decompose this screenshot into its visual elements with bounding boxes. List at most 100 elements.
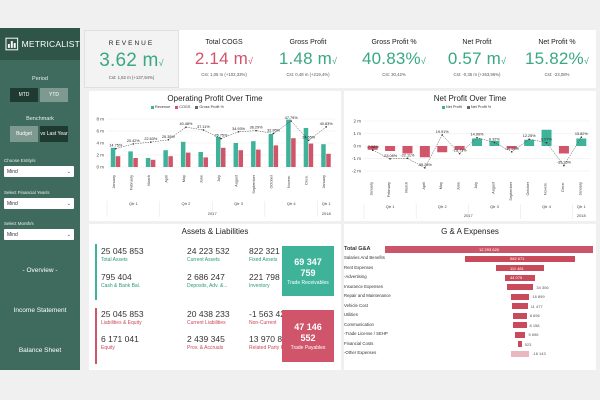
pct-point[interactable]: [132, 143, 135, 145]
pct-point[interactable]: [563, 164, 565, 167]
cogs-bar[interactable]: [256, 149, 261, 167]
kpi-total-cogs[interactable]: Total COGS 2.14 m√ Cst: 1,05 m (+102,33%…: [184, 30, 264, 88]
revenue-bar[interactable]: [216, 137, 221, 167]
cogs-bar[interactable]: [273, 145, 279, 167]
cogs-bar[interactable]: [133, 158, 138, 167]
kpi-gross-profit[interactable]: Gross Profit 1.48 m√ Cst: 0,48 m (+219,4…: [268, 30, 348, 88]
month-select[interactable]: Mind ⌄: [4, 229, 74, 240]
cogs-bar[interactable]: [238, 150, 244, 167]
pct-point[interactable]: [307, 139, 310, 142]
ga-bar[interactable]: [506, 284, 534, 290]
net-profit-bar[interactable]: [367, 146, 378, 150]
x-tick-label: June: [457, 182, 461, 190]
net-profit-chart[interactable]: 2 m 1 m 0 m -1 m -2 m January February March Apr…: [344, 91, 596, 221]
nav-income-statement[interactable]: Income Statement: [13, 307, 67, 314]
period-mtd-toggle[interactable]: MTD: [10, 88, 38, 102]
net-profit-bar[interactable]: [402, 146, 413, 154]
cogs-bar[interactable]: [115, 156, 121, 167]
operating-profit-chart[interactable]: 0 m 2 m 4 m 6 m 8 m January February March April…: [89, 91, 341, 221]
pct-point[interactable]: [510, 151, 513, 153]
pct-point[interactable]: [476, 136, 478, 139]
ga-bar[interactable]: [514, 331, 526, 338]
pct-point[interactable]: [441, 134, 444, 136]
net-profit-bar[interactable]: [506, 146, 517, 149]
net-profit-bar[interactable]: [454, 146, 465, 150]
ga-bar[interactable]: [465, 255, 575, 262]
cogs-bar[interactable]: [308, 143, 314, 167]
pct-point[interactable]: [458, 152, 461, 155]
pct-point[interactable]: [389, 158, 391, 160]
net-profit-panel: Net Profit Over Time Net Profit Net Prof…: [344, 91, 596, 221]
revenue-bar[interactable]: [286, 119, 291, 167]
pct-point[interactable]: [237, 130, 240, 133]
benchmark-lastyear-toggle[interactable]: vs Last Year: [40, 126, 68, 142]
ga-bar[interactable]: [504, 274, 536, 281]
pct-point[interactable]: [580, 136, 583, 139]
cogs-bar[interactable]: [185, 152, 191, 167]
net-profit-bar[interactable]: [524, 139, 535, 146]
pct-point[interactable]: [167, 138, 170, 141]
pct-point[interactable]: [371, 149, 374, 152]
revenue-bar[interactable]: [180, 141, 186, 167]
revenue-bar[interactable]: [321, 144, 326, 167]
cogs-bar[interactable]: [203, 157, 208, 167]
pct-point[interactable]: [114, 147, 117, 150]
net-profit-bar[interactable]: [576, 138, 587, 147]
ga-bar[interactable]: [518, 341, 522, 347]
pct-point[interactable]: [406, 157, 409, 160]
kpi-net-profit[interactable]: Net Profit 0.57 m√ Cst: -0,35 m (+263,96…: [438, 30, 516, 88]
pct-point[interactable]: [325, 126, 328, 128]
cogs-bar[interactable]: [326, 153, 331, 167]
ga-bar[interactable]: [495, 265, 545, 271]
cogs-bar[interactable]: [291, 138, 296, 167]
ga-bar[interactable]: [513, 312, 527, 319]
ga-bar[interactable]: [512, 303, 528, 309]
ga-bar[interactable]: [385, 246, 593, 253]
non-current: -1 563 422 Non-Current: [249, 309, 290, 326]
net-profit-bar[interactable]: [437, 146, 448, 153]
pct-point[interactable]: [290, 120, 292, 122]
revenue-bar[interactable]: [163, 150, 168, 167]
trade-receivables-box[interactable]: 69 347 759 Trade Receivables: [282, 246, 334, 296]
net-profit-bar[interactable]: [385, 146, 396, 151]
net-profit-bar[interactable]: [558, 146, 569, 154]
pct-point[interactable]: [255, 129, 257, 132]
revenue-bar[interactable]: [303, 128, 309, 167]
pct-point[interactable]: [220, 137, 222, 140]
revenue-bar[interactable]: [198, 152, 203, 167]
entity-select[interactable]: Mind ⌄: [4, 166, 74, 177]
cogs-bar[interactable]: [168, 156, 173, 167]
pct-point[interactable]: [202, 129, 205, 131]
trade-payables-box[interactable]: 47 146 552 Trade Payables: [282, 310, 334, 362]
pct-point[interactable]: [493, 141, 496, 144]
pct-point[interactable]: [150, 141, 152, 143]
revenue-bar[interactable]: [233, 143, 239, 167]
pct-point[interactable]: [185, 126, 187, 128]
pct-point[interactable]: [528, 138, 530, 140]
net-profit-bar[interactable]: [419, 146, 430, 158]
ga-bar[interactable]: [510, 293, 530, 300]
revenue-bar[interactable]: [145, 158, 151, 167]
revenue-bar[interactable]: [128, 151, 133, 167]
net-profit-bar[interactable]: [472, 138, 482, 147]
pct-point[interactable]: [424, 167, 426, 169]
revenue-bar[interactable]: [251, 141, 256, 167]
pct-point[interactable]: [272, 132, 275, 135]
cogs-bar[interactable]: [150, 159, 156, 167]
nav-overview[interactable]: - Overview -: [22, 267, 58, 274]
pct-point[interactable]: [545, 141, 548, 144]
kpi-net-profit-pct[interactable]: Net Profit % 15.82%√ Cst: -23,08%: [518, 30, 596, 88]
nav-balance-sheet[interactable]: Balance Sheet: [18, 347, 62, 354]
year-select[interactable]: Mind ⌄: [4, 198, 74, 209]
ga-bar[interactable]: [510, 350, 530, 357]
ga-bar[interactable]: [513, 322, 527, 328]
kpi-revenue[interactable]: REVENUE 3.62 m√ Cst: 1,52 m (+137,94%): [84, 30, 179, 88]
revenue-bar[interactable]: [268, 134, 274, 167]
net-profit-bar[interactable]: [541, 129, 552, 146]
cogs-bar[interactable]: [221, 147, 226, 167]
period-ytd-toggle[interactable]: YTD: [40, 88, 68, 102]
kpi-gross-profit-pct[interactable]: Gross Profit % 40.83%√ Cst: 30,42%: [352, 30, 436, 88]
benchmark-budget-toggle[interactable]: Budget: [10, 126, 38, 142]
revenue-bar[interactable]: [110, 147, 116, 167]
net-profit-bar[interactable]: [489, 141, 500, 146]
